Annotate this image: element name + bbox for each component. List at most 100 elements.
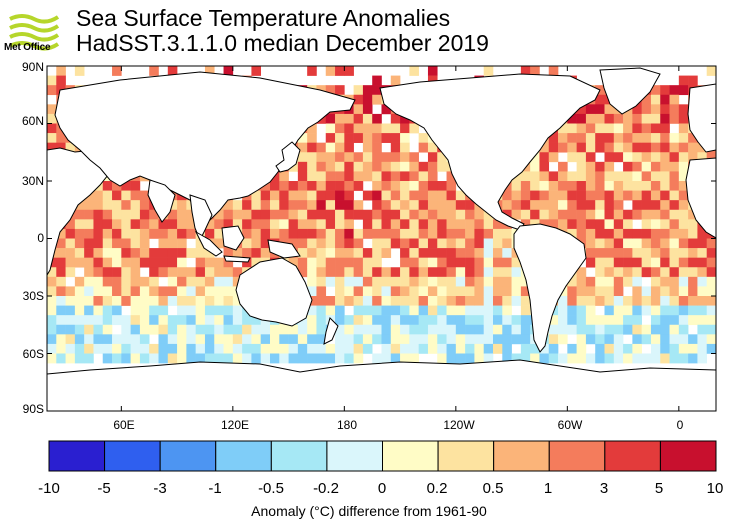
anomaly-cell [669,276,680,287]
anomaly-cell [372,315,382,326]
anomaly-cell [316,267,327,278]
anomaly-cell [186,276,196,287]
anomaly-cell [418,248,429,258]
anomaly-cell [678,113,689,124]
lon-label-180: 180 [336,418,358,432]
anomaly-cell [214,334,224,345]
anomaly-cell [669,85,680,96]
anomaly-cell [585,324,596,335]
anomaly-cell [121,219,131,230]
anomaly-cell [502,257,512,268]
anomaly-cell [623,296,633,306]
anomaly-cell [335,85,345,96]
anomaly-cell [558,305,568,316]
anomaly-cell [158,334,169,345]
anomaly-cell [316,248,327,258]
anomaly-cell [130,305,141,316]
anomaly-cell [650,142,661,153]
anomaly-cell [548,353,559,364]
anomaly-cell [121,276,131,287]
anomaly-cell [697,305,708,316]
anomaly-cell [706,286,716,297]
anomaly-cell [316,343,327,354]
anomaly-cell [400,257,410,268]
anomaly-cell [613,305,624,316]
anomaly-cell [177,228,187,239]
colorbar-swatch [659,440,717,472]
anomaly-cell [223,66,234,76]
anomaly-cell [214,353,224,364]
anomaly-cell [623,315,633,326]
anomaly-cell [548,315,559,326]
anomaly-cell [84,343,94,354]
anomaly-cell [325,161,336,172]
anomaly-cell [678,248,689,258]
anomaly-cell [706,152,716,163]
anomaly-cell [102,181,113,191]
anomaly-cell [74,219,85,230]
anomaly-cell [530,353,540,364]
anomaly-cell [158,267,169,278]
anomaly-cell [427,171,438,182]
anomaly-cell [669,209,680,220]
anomaly-cell [585,113,596,124]
anomaly-cell [567,276,577,287]
anomaly-cell [362,152,373,163]
anomaly-cell [678,296,689,306]
java-island [223,255,251,263]
anomaly-cell [641,257,652,268]
anomaly-cell [558,133,568,143]
anomaly-cell [390,238,401,249]
anomaly-cell [539,181,550,191]
anomaly-cell [427,276,438,287]
anomaly-cell [585,228,596,239]
anomaly-cell [121,238,131,249]
anomaly-cell [232,276,243,287]
anomaly-cell [595,353,605,364]
anomaly-cell [251,324,262,335]
anomaly-cell [400,142,410,153]
anomaly-cell [381,305,392,316]
india-landmass [147,179,176,223]
anomaly-cell [650,305,661,316]
anomaly-cell [520,296,531,306]
anomaly-cell [576,142,587,153]
anomaly-cell [493,238,503,249]
anomaly-cell [325,257,336,268]
anomaly-cell [669,286,680,297]
anomaly-cell [576,161,587,172]
anomaly-cell [669,113,680,124]
anomaly-cell [660,161,670,172]
anomaly-cell [558,315,568,326]
anomaly-cell [390,228,401,239]
anomaly-cell [372,257,382,268]
anomaly-cell [465,238,475,249]
anomaly-cell [567,343,577,354]
anomaly-cell [195,286,206,297]
anomaly-cell [186,324,196,335]
anomaly-cell [204,343,215,354]
anomaly-cell [400,296,410,306]
anomaly-cell [335,113,345,124]
anomaly-cell [381,200,392,211]
anomaly-cell [186,296,196,306]
anomaly-cell [139,305,150,316]
anomaly-cell [623,209,633,220]
anomaly-cell [232,353,243,364]
anomaly-cell [112,238,122,249]
anomaly-cell [242,324,252,335]
anomaly-cell [558,161,568,172]
anomaly-cell [613,353,624,364]
anomaly-cell [325,228,336,239]
anomaly-cell [427,257,438,268]
anomaly-cell [576,123,587,134]
anomaly-cell [437,152,447,163]
anomaly-cell [706,305,716,316]
lat-label-30s: 30S [22,289,44,303]
anomaly-cell [344,228,354,239]
anomaly-cell [595,248,605,258]
anomaly-cell [390,296,401,306]
anomaly-cell [195,248,206,258]
anomaly-cell [623,190,633,201]
anomaly-cell [400,200,410,211]
